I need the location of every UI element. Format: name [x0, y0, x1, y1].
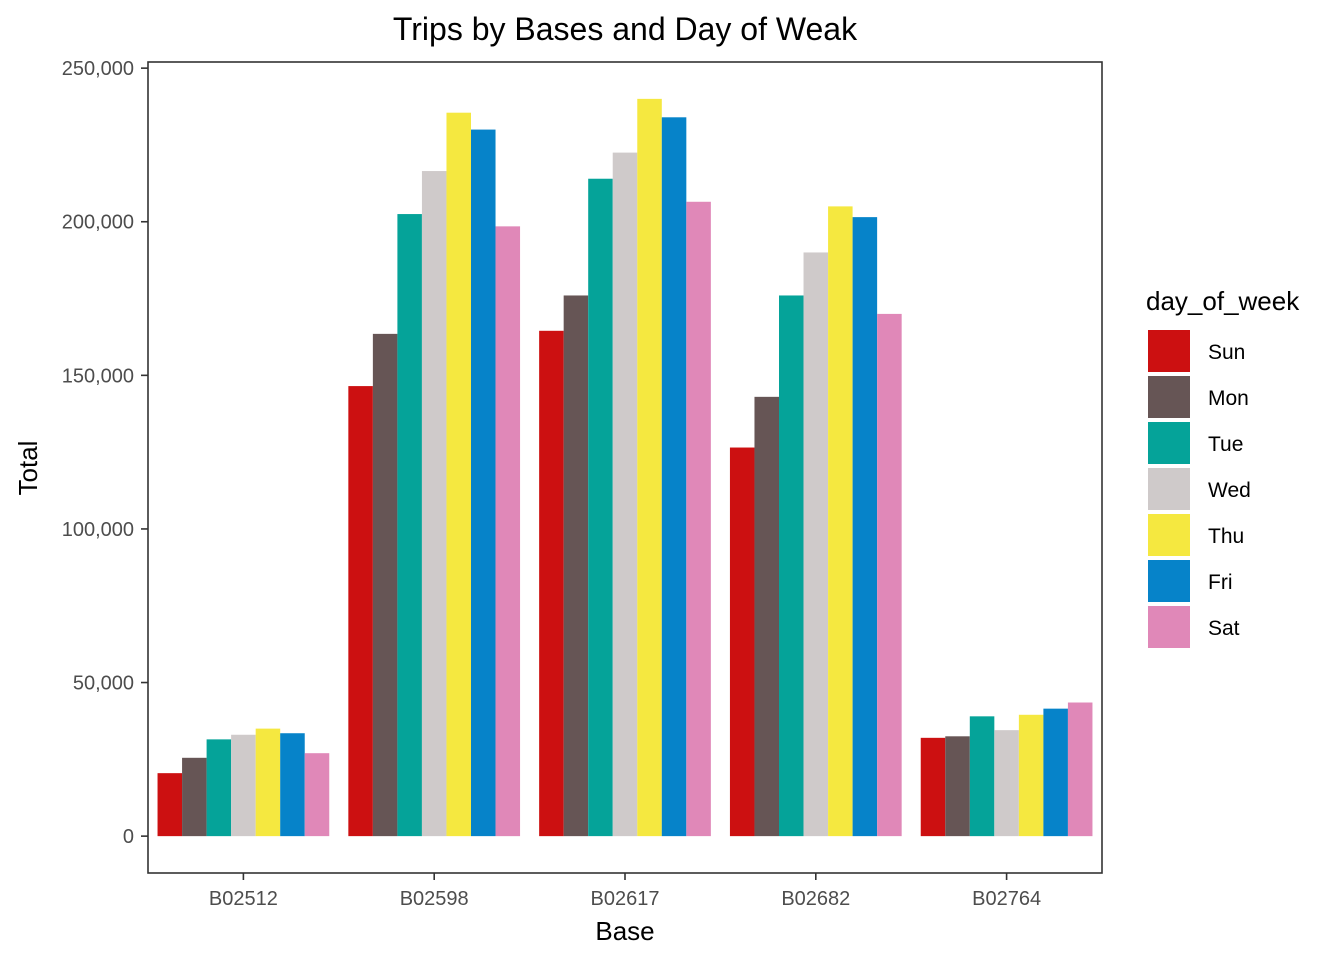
bar-B02512-Sat [304, 753, 330, 837]
bar-B02764-Sun [920, 737, 946, 837]
bar-B02682-Thu [828, 206, 853, 837]
legend-key-Wed [1148, 468, 1190, 510]
bar-B02764-Mon [945, 736, 970, 837]
legend-label: Thu [1208, 525, 1244, 548]
legend-title: day_of_week [1146, 286, 1300, 316]
bar-B02617-Sun [539, 330, 564, 837]
y-tick-label: 200,000 [62, 212, 134, 234]
bar-B02512-Thu [255, 728, 281, 837]
bar-B02617-Thu [637, 98, 662, 837]
legend-key-Fri [1148, 560, 1190, 602]
bar-B02764-Wed [994, 730, 1019, 837]
bar-B02617-Sat [686, 201, 711, 837]
bar-B02682-Fri [852, 217, 878, 837]
bar-B02617-Mon [563, 295, 589, 837]
legend-key-Mon [1148, 376, 1190, 418]
y-tick-label: 250,000 [62, 58, 134, 80]
legend-label: Wed [1208, 479, 1251, 502]
bar-B02512-Mon [182, 757, 207, 837]
bar-B02617-Tue [588, 178, 613, 837]
legend: day_of_week Sun Mon Tue Wed Thu Fri Sat [1146, 286, 1300, 648]
x-tick-label: B02764 [972, 888, 1041, 910]
y-tick-label: 0 [123, 826, 134, 848]
x-tick-label: B02598 [400, 888, 469, 910]
bar-B02598-Fri [471, 129, 496, 837]
bar-B02598-Mon [372, 333, 398, 837]
bar-B02512-Wed [231, 734, 256, 837]
legend-label: Fri [1208, 571, 1233, 594]
bar-B02682-Sun [729, 447, 755, 837]
bar-B02512-Fri [280, 733, 305, 837]
x-tick-label: B02682 [781, 888, 850, 910]
bar-B02764-Tue [969, 716, 995, 837]
x-tick-label: B02617 [591, 888, 660, 910]
legend-key-Thu [1148, 514, 1190, 556]
y-tick-label: 150,000 [62, 365, 134, 387]
bar-B02598-Tue [397, 214, 422, 837]
bar-B02598-Sun [348, 386, 373, 837]
bar-B02512-Tue [206, 739, 232, 837]
legend-key-Sat [1148, 606, 1190, 648]
y-tick-label: 50,000 [73, 673, 134, 695]
legend-label: Tue [1208, 433, 1243, 456]
chart-title: Trips by Bases and Day of Weak [393, 11, 858, 47]
y-axis-title: Total [13, 441, 43, 496]
bar-B02682-Sat [877, 313, 902, 837]
bar-B02764-Fri [1043, 708, 1068, 837]
y-tick-label: 100,000 [62, 519, 134, 541]
bar-B02617-Wed [612, 152, 638, 837]
x-axis-title: Base [595, 916, 654, 946]
bar-B02617-Fri [661, 117, 687, 837]
bar-B02682-Tue [779, 295, 804, 837]
bar-B02682-Wed [803, 252, 829, 837]
bar-B02598-Thu [446, 112, 471, 837]
bar-B02764-Sat [1067, 702, 1093, 837]
plot-area: 0 50,000 100,000 150,000 200,000 250,000 B0251… [62, 58, 1103, 910]
bar-B02682-Mon [754, 396, 779, 837]
legend-label: Sun [1208, 341, 1245, 364]
legend-label: Sat [1208, 617, 1240, 640]
bar-B02598-Sat [495, 226, 521, 837]
legend-key-Tue [1148, 422, 1190, 464]
x-tick-label: B02512 [209, 888, 278, 910]
legend-key-Sun [1148, 330, 1190, 372]
bar-B02512-Sun [157, 773, 183, 837]
bar-B02598-Wed [421, 171, 447, 837]
bar-B02764-Thu [1018, 714, 1044, 837]
legend-label: Mon [1208, 387, 1249, 410]
